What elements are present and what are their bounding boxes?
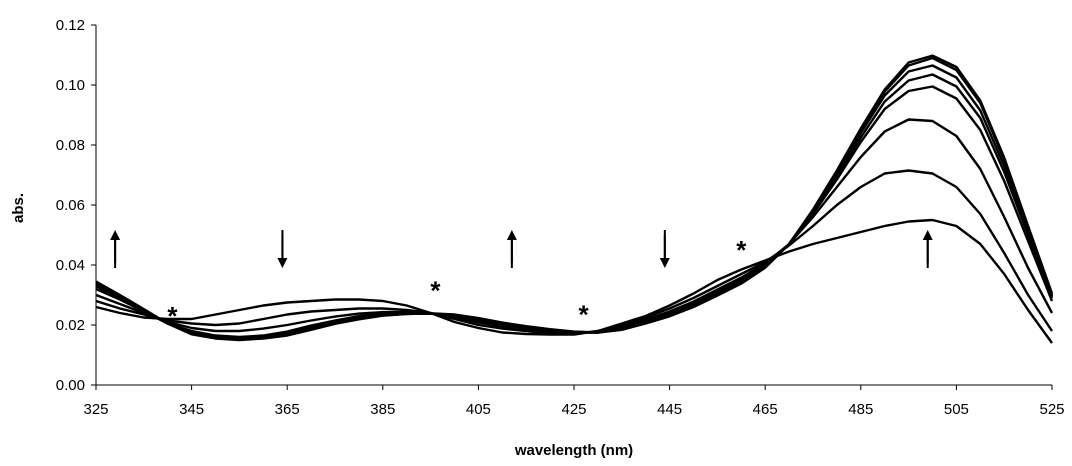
y-tick-label: 0.02 (56, 317, 85, 334)
arrow-down-2 (277, 230, 288, 268)
y-tick-label: 0.12 (56, 17, 85, 34)
x-tick-label: 445 (657, 401, 682, 418)
x-tick-label: 345 (179, 401, 204, 418)
y-tick-label: 0.08 (56, 137, 85, 154)
y-tick-label: 0.10 (56, 77, 85, 94)
series-line-6 (95, 64, 1054, 341)
series-group (95, 54, 1054, 344)
x-tick-label: 365 (275, 401, 300, 418)
y-tick-label: 0.06 (56, 197, 85, 214)
arrow-up-3 (506, 230, 517, 268)
y-tick-label: 0.04 (56, 257, 85, 274)
series-line-4 (95, 85, 1054, 339)
series-line-7 (95, 56, 1054, 341)
y-axis-title: abs. (10, 193, 27, 223)
isosbestic-star-1: * (167, 301, 178, 331)
x-axis-title: wavelength (nm) (514, 442, 633, 459)
axes: 0.00 0.02 0.04 0.06 0.08 0.10 0.12 325 345 365 385… (56, 17, 1065, 418)
x-tick-label: 325 (83, 401, 108, 418)
x-tick-label: 385 (370, 401, 395, 418)
isosbestic-star-2: * (430, 276, 441, 306)
series-line-5 (95, 73, 1054, 340)
x-tick-label: 465 (753, 401, 778, 418)
x-tick-label: 505 (944, 401, 969, 418)
x-tick-label: 485 (848, 401, 873, 418)
series-line-8 (95, 54, 1054, 342)
arrow-up-5 (922, 230, 933, 268)
x-tick-label: 525 (1039, 401, 1064, 418)
x-tick-label: 425 (561, 401, 586, 418)
isosbestic-star-3: * (578, 300, 589, 330)
arrow-up-1 (110, 230, 121, 268)
annotations: * * * * (110, 230, 933, 331)
y-tick-label: 0.00 (56, 377, 85, 394)
isosbestic-star-4: * (736, 235, 747, 265)
series-line-3 (95, 118, 1054, 335)
arrow-down-4 (659, 230, 670, 268)
x-tick-label: 405 (466, 401, 491, 418)
